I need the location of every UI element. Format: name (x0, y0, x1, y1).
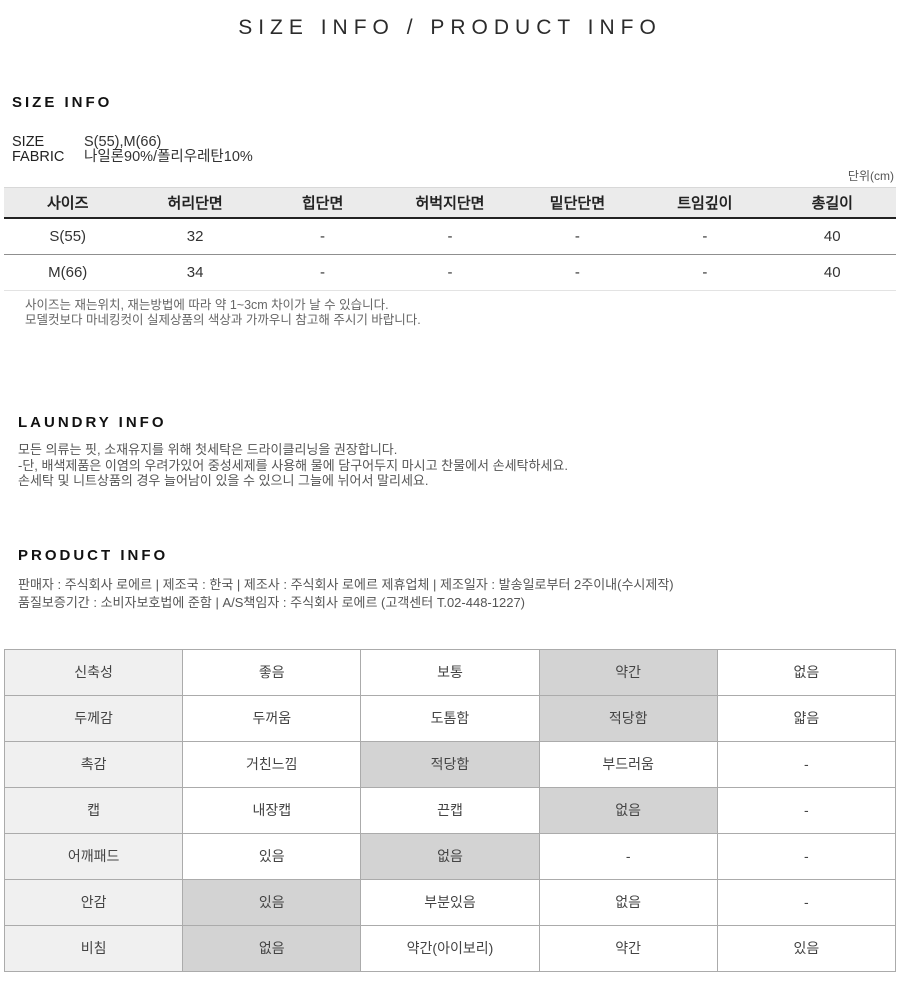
size-table-header-cell: 허리단면 (131, 187, 259, 219)
size-table-cell: - (386, 218, 514, 255)
size-table-cell: 40 (768, 218, 896, 255)
size-notes: 사이즈는 재는위치, 재는방법에 따라 약 1~3cm 차이가 날 수 있습니다… (25, 298, 900, 328)
attr-option-cell: - (716, 786, 897, 834)
attr-option-cell: 있음 (182, 878, 362, 926)
product-line: 품질보증기간 : 소비자보호법에 준함 | A/S책임자 : 주식회사 로에르 … (18, 594, 526, 610)
table-row: M(66) 34 - - - - 40 (4, 254, 896, 291)
table-row: 촉감 거친느낌 적당함 부드러움 - (3, 740, 897, 788)
attr-option-cell: 부분있음 (360, 878, 540, 926)
attr-option-cell: 약간 (538, 648, 718, 696)
table-row: 캡 내장캡 끈캡 없음 - (3, 786, 897, 834)
product-info-heading: PRODUCT INFO (18, 546, 169, 564)
attr-label-cell: 캡 (3, 786, 184, 834)
size-table-cell: M(66) (4, 254, 132, 291)
size-table-header-cell: 힙단면 (258, 187, 387, 219)
attr-option-cell: 끈캡 (360, 786, 540, 834)
attr-option-cell: - (716, 740, 897, 788)
attr-option-cell: - (716, 832, 897, 880)
attr-option-cell: 얇음 (716, 694, 897, 742)
attr-label-cell: 촉감 (3, 740, 184, 788)
size-table-header-cell: 총길이 (768, 187, 896, 219)
spec-row-size: SIZE S(55),M(66) (12, 135, 900, 150)
size-table-header-cell: 트임깊이 (641, 187, 769, 219)
table-row: 비침 없음 약간(아이보리) 약간 있음 (3, 924, 897, 972)
size-table: 사이즈 허리단면 힙단면 허벅지단면 밑단단면 트임깊이 총길이 S(55) 3… (4, 187, 896, 291)
attr-label-cell: 비침 (3, 924, 184, 972)
size-table-header-cell: 사이즈 (4, 187, 132, 219)
attr-option-cell: 없음 (716, 648, 897, 696)
size-table-cell: S(55) (4, 218, 132, 255)
spec-row-fabric: FABRIC 나일론90%/폴리우레탄10% (12, 150, 900, 165)
laundry-line: 모든 의류는 핏, 소재유지를 위해 첫세탁은 드라이클리닝을 권장합니다. (18, 442, 398, 457)
size-table-cell: - (641, 218, 769, 255)
attr-option-cell: 두꺼움 (182, 694, 362, 742)
size-note-line: 모델컷보다 마네킹컷이 실제상품의 색상과 가까우니 참고해 주시기 바랍니다. (25, 313, 421, 327)
size-table-header-row: 사이즈 허리단면 힙단면 허벅지단면 밑단단면 트임깊이 총길이 (4, 187, 896, 219)
attr-option-cell: 보통 (360, 648, 540, 696)
attr-option-cell: 없음 (360, 832, 540, 880)
size-info-heading: SIZE INFO (12, 94, 113, 111)
size-table-cell: 40 (768, 254, 896, 291)
attr-option-cell: - (716, 878, 897, 926)
size-note-line: 사이즈는 재는위치, 재는방법에 따라 약 1~3cm 차이가 날 수 있습니다… (25, 298, 389, 312)
table-row: S(55) 32 - - - - 40 (4, 218, 896, 255)
product-line: 판매자 : 주식회사 로에르 | 제조국 : 한국 | 제조사 : 주식회사 로… (18, 576, 674, 592)
size-table-cell: - (258, 218, 387, 255)
page-title: SIZE INFO / PRODUCT INFO (238, 16, 662, 39)
spec-label: SIZE (12, 134, 45, 150)
attr-option-cell: - (538, 832, 718, 880)
laundry-info-heading: LAUNDRY INFO (18, 414, 167, 431)
size-table-cell: - (641, 254, 769, 291)
table-row: 어깨패드 있음 없음 - - (3, 832, 897, 880)
attr-label-cell: 안감 (3, 878, 184, 926)
attr-option-cell: 적당함 (360, 740, 540, 788)
spec-label: FABRIC (12, 149, 65, 165)
laundry-text: 모든 의류는 핏, 소재유지를 위해 첫세탁은 드라이클리닝을 권장합니다. -… (18, 442, 900, 489)
size-table-cell: - (258, 254, 387, 291)
attr-option-cell: 없음 (538, 786, 718, 834)
attr-option-cell: 약간 (538, 924, 718, 972)
laundry-line: 손세탁 및 니트상품의 경우 늘어남이 있을 수 있으니 그늘에 뉘어서 말리세… (18, 473, 429, 488)
size-table-cell: - (513, 254, 642, 291)
size-table-cell: 34 (131, 254, 259, 291)
table-row: 두께감 두꺼움 도톰함 적당함 얇음 (3, 694, 897, 742)
attr-option-cell: 부드러움 (538, 740, 718, 788)
product-text: 판매자 : 주식회사 로에르 | 제조국 : 한국 | 제조사 : 주식회사 로… (18, 576, 900, 612)
spec-value: 나일론90%/폴리우레탄10% (84, 149, 253, 165)
attr-label-cell: 신축성 (3, 648, 184, 696)
size-table-cell: - (513, 218, 642, 255)
attr-option-cell: 내장캡 (182, 786, 362, 834)
table-row: 신축성 좋음 보통 약간 없음 (3, 648, 897, 696)
attr-option-cell: 있음 (182, 832, 362, 880)
spec-value: S(55),M(66) (84, 134, 162, 150)
attr-option-cell: 없음 (538, 878, 718, 926)
attr-option-cell: 있음 (716, 924, 897, 972)
attr-label-cell: 어깨패드 (3, 832, 184, 880)
attr-option-cell: 적당함 (538, 694, 718, 742)
attr-option-cell: 거친느낌 (182, 740, 362, 788)
size-table-cell: - (386, 254, 514, 291)
attr-option-cell: 좋음 (182, 648, 362, 696)
attr-option-cell: 도톰함 (360, 694, 540, 742)
laundry-line: -단, 배색제품은 이염의 우려가있어 중성세제를 사용해 물에 담구어두지 마… (18, 457, 568, 473)
size-table-cell: 32 (131, 218, 259, 255)
attributes-table: 신축성 좋음 보통 약간 없음 두께감 두꺼움 도톰함 적당함 얇음 촉감 거친… (3, 648, 897, 972)
attr-option-cell: 없음 (182, 924, 362, 972)
size-table-header-cell: 허벅지단면 (386, 187, 514, 219)
size-table-header-cell: 밑단단면 (513, 187, 642, 219)
table-row: 안감 있음 부분있음 없음 - (3, 878, 897, 926)
unit-note: 단위(cm) (847, 169, 894, 183)
attr-label-cell: 두께감 (3, 694, 184, 742)
attr-option-cell: 약간(아이보리) (360, 924, 540, 972)
spec-block: SIZE S(55),M(66) FABRIC 나일론90%/폴리우레탄10% (12, 135, 900, 165)
